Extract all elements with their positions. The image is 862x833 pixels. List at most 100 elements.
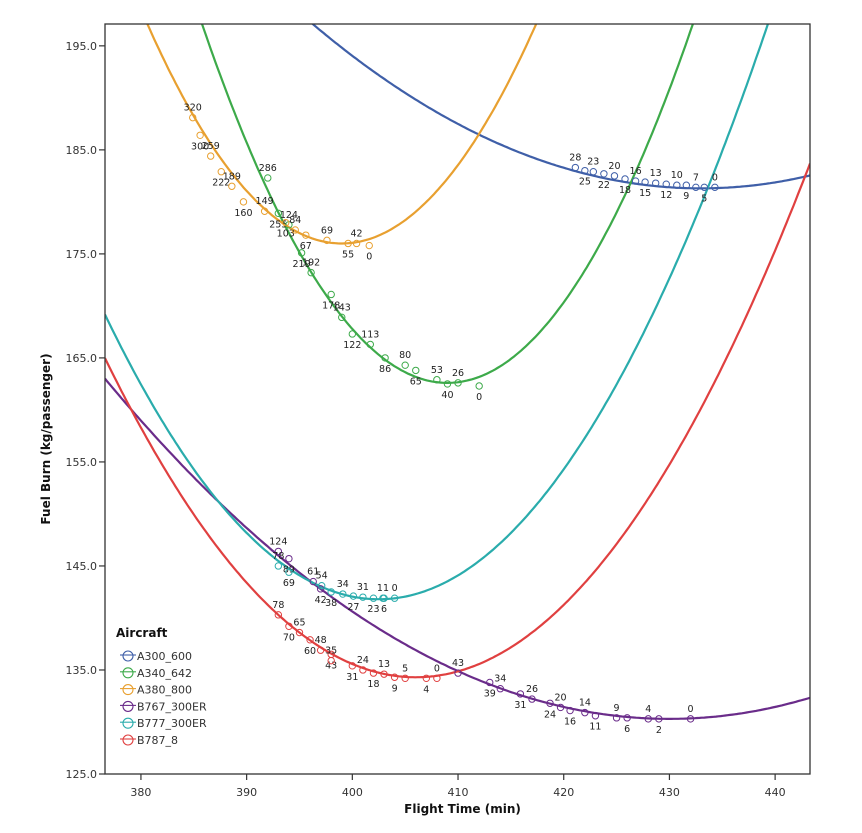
point-marker — [274, 209, 283, 218]
point-marker — [591, 712, 600, 720]
point-label: 13 — [650, 168, 662, 179]
data-point-B767_300ER: 26 — [526, 684, 538, 703]
y-tick-label: 135.0 — [66, 664, 98, 677]
point-marker — [327, 290, 335, 299]
point-label: 178 — [322, 300, 340, 311]
point-marker — [369, 669, 378, 677]
point-marker — [274, 562, 283, 570]
point-label: 11 — [589, 722, 601, 733]
point-marker — [348, 662, 357, 670]
point-marker — [651, 179, 660, 187]
point-label: 80 — [399, 350, 411, 361]
point-label: 103 — [277, 229, 295, 240]
data-point-A340_642: 40 — [441, 380, 454, 401]
data-point-B787_8: 9 — [390, 673, 399, 694]
x-tick-label: 440 — [765, 786, 786, 799]
point-label: 60 — [304, 646, 316, 657]
point-label: 22 — [598, 180, 610, 191]
point-marker — [365, 241, 373, 250]
point-label: 320 — [184, 103, 202, 114]
point-marker — [264, 174, 272, 182]
x-tick-label: 410 — [448, 786, 469, 799]
point-label: 86 — [379, 364, 391, 375]
data-point-A300_600: 16 — [630, 166, 642, 185]
point-marker — [571, 163, 580, 172]
point-marker — [359, 593, 367, 601]
point-marker — [380, 594, 388, 602]
point-label: 0 — [434, 663, 440, 674]
point-marker — [433, 376, 441, 384]
data-point-A300_600: 25 — [579, 166, 591, 188]
point-marker — [700, 183, 709, 192]
x-axis: 380 390 400 410 420 430 440 — [130, 774, 786, 799]
point-marker — [348, 330, 357, 338]
legend-label: A340_642 — [137, 667, 192, 680]
point-label: 43 — [325, 660, 337, 671]
data-point-B787_8: 5 — [401, 663, 409, 682]
point-marker — [621, 175, 629, 183]
point-marker — [390, 673, 399, 681]
point-marker — [390, 594, 399, 602]
point-marker — [401, 674, 409, 682]
data-point-B787_8: 65 — [293, 618, 306, 637]
data-point-A300_600: 7 — [692, 172, 700, 192]
data-point-B777_300ER: 34 — [337, 579, 349, 598]
x-axis-title: Flight Time (min) — [404, 802, 521, 816]
point-label: 53 — [431, 365, 443, 376]
point-label: 20 — [555, 692, 567, 703]
data-point-B787_8: 78 — [272, 600, 284, 619]
point-label: 24 — [544, 709, 556, 720]
data-point-A380_800: 149 — [256, 196, 274, 215]
data-point-A340_642: 53 — [431, 365, 443, 384]
point-marker — [566, 706, 574, 715]
x-tick-label: 380 — [130, 786, 151, 799]
point-label: 14 — [579, 698, 591, 709]
point-marker — [589, 168, 598, 176]
data-point-B767_300ER: 9 — [612, 703, 621, 722]
legend-marker-icon — [122, 650, 134, 662]
data-point-A380_800: 0 — [365, 241, 373, 263]
data-point-A300_600: 18 — [619, 175, 631, 196]
point-marker — [454, 379, 462, 387]
point-marker — [297, 249, 306, 257]
point-label: 26 — [452, 368, 464, 379]
point-marker — [682, 181, 691, 189]
data-point-B787_8: 4 — [422, 674, 431, 695]
data-point-A380_800: 67 — [300, 231, 312, 252]
legend-item-B777_300ER: B777_300ER — [120, 717, 207, 730]
point-label: 5 — [402, 663, 408, 674]
point-marker — [339, 590, 347, 598]
point-marker — [285, 622, 293, 630]
data-point-A380_800: 42 — [351, 228, 363, 248]
legend-marker-icon — [122, 717, 134, 729]
data-point-B767_300ER: 0 — [686, 704, 695, 723]
point-label: 13 — [378, 659, 390, 670]
point-marker — [692, 183, 700, 192]
data-point-B777_300ER: 23 — [367, 594, 380, 615]
point-label: 38 — [325, 598, 337, 609]
point-marker — [349, 592, 358, 600]
point-marker — [381, 354, 389, 362]
data-point-A340_642: 178 — [322, 290, 340, 311]
point-marker — [295, 628, 304, 637]
y-tick-label: 155.0 — [66, 456, 98, 469]
point-marker — [352, 239, 361, 248]
data-point-A340_642: 143 — [333, 302, 351, 322]
legend-label: B787_8 — [137, 734, 178, 747]
fit-curve-B777_300ER — [105, 24, 770, 601]
legend-marker-icon — [122, 734, 134, 746]
point-label: 124 — [269, 536, 287, 547]
point-label: 192 — [302, 258, 320, 269]
point-marker — [309, 577, 317, 586]
point-label: 4 — [423, 684, 429, 695]
data-point-A300_600: 9 — [682, 181, 691, 202]
legend-item-A380_800: A380_800 — [120, 684, 192, 697]
point-label: 35 — [325, 646, 337, 657]
point-marker — [401, 361, 409, 369]
point-label: 20 — [608, 161, 620, 172]
y-tick-label: 195.0 — [66, 40, 98, 53]
point-label: 70 — [283, 632, 295, 643]
point-label: 23 — [367, 604, 379, 615]
point-label: 149 — [256, 196, 274, 207]
point-marker — [454, 669, 462, 677]
